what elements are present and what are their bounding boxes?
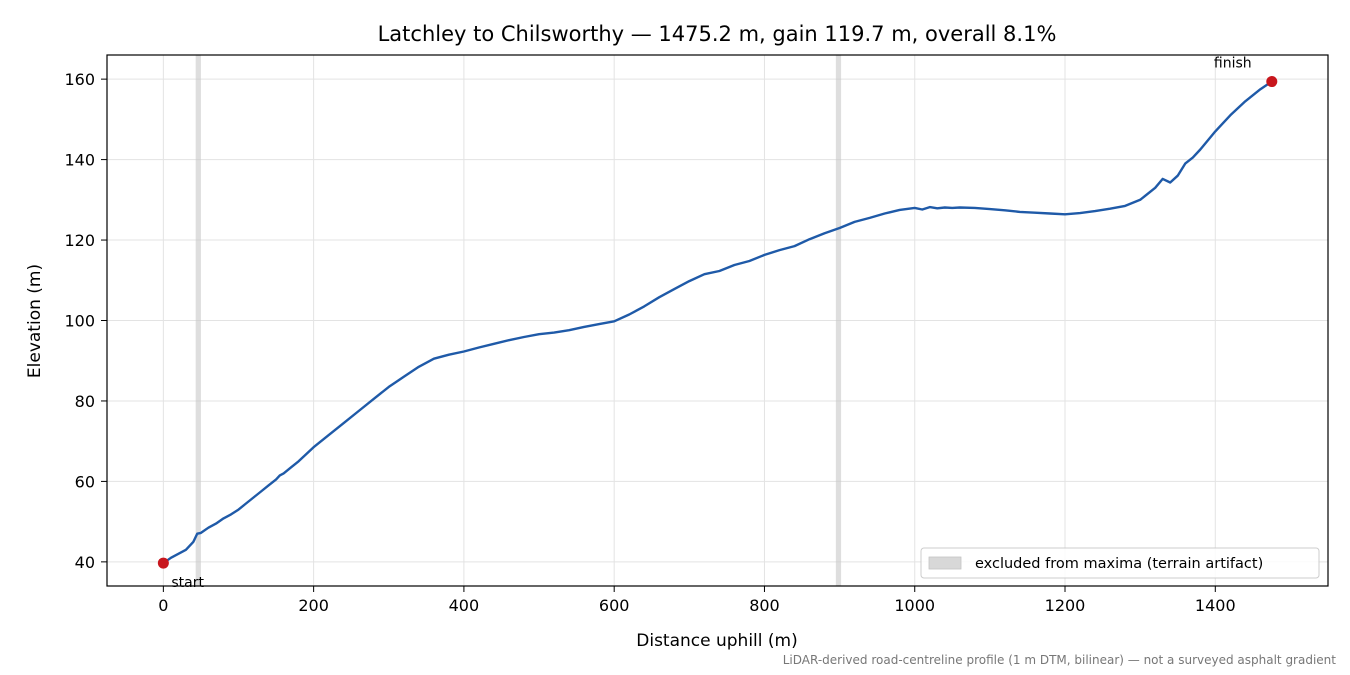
y-tick-label: 120: [64, 231, 95, 250]
finish-point: [1266, 76, 1278, 88]
x-tick-label: 1400: [1195, 596, 1236, 615]
chart-title: Latchley to Chilsworthy — 1475.2 m, gain…: [378, 22, 1057, 46]
footnote: LiDAR-derived road-centreline profile (1…: [783, 653, 1337, 667]
x-tick-label: 1000: [894, 596, 935, 615]
marker-points: start finish: [157, 56, 1278, 591]
grid-lines: [107, 55, 1328, 586]
start-label: start: [171, 575, 204, 591]
excluded-band: [835, 55, 842, 586]
excluded-bands: [195, 55, 842, 586]
x-axis-ticks: 0 200 400 600 800 1000 1200 1400: [158, 586, 1236, 615]
x-tick-label: 800: [749, 596, 780, 615]
x-tick-label: 600: [599, 596, 630, 615]
elevation-line: [162, 80, 1273, 565]
finish-label: finish: [1214, 56, 1252, 72]
excluded-band: [195, 55, 201, 586]
x-tick-label: 1200: [1045, 596, 1086, 615]
y-tick-label: 160: [64, 70, 95, 89]
legend-box: [920, 547, 1320, 579]
y-tick-label: 140: [64, 151, 95, 170]
y-axis-ticks: 40 60 80 100 120 140 160: [64, 70, 107, 572]
y-tick-label: 40: [75, 553, 95, 572]
x-tick-label: 200: [298, 596, 329, 615]
x-tick-label: 400: [449, 596, 480, 615]
y-axis-label: Elevation (m): [25, 264, 45, 378]
y-tick-label: 60: [75, 472, 95, 491]
legend-label: excluded from maxima (terrain artifact): [975, 556, 1263, 572]
start-point: [157, 557, 169, 569]
legend-swatch: [928, 556, 962, 570]
y-tick-label: 100: [64, 312, 95, 331]
series-group: [162, 80, 1273, 565]
legend: excluded from maxima (terrain artifact): [920, 547, 1320, 579]
x-axis-label: Distance uphill (m): [636, 631, 797, 651]
y-tick-label: 80: [75, 392, 95, 411]
x-tick-label: 0: [158, 596, 168, 615]
